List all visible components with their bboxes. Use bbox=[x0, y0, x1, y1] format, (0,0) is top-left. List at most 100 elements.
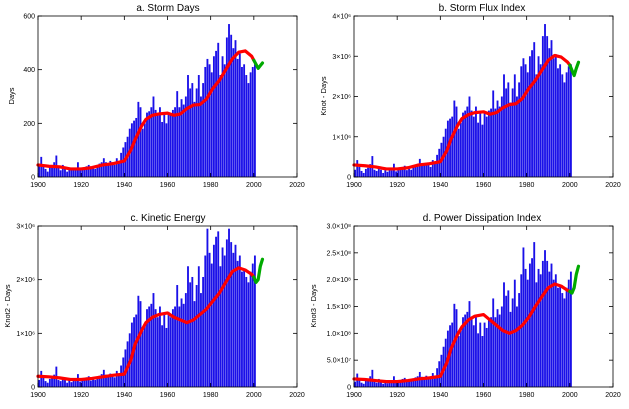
series-line-smoothed bbox=[36, 266, 256, 382]
bar bbox=[109, 160, 112, 177]
bar bbox=[212, 56, 215, 177]
bar bbox=[516, 96, 518, 177]
bar bbox=[468, 301, 471, 387]
bar bbox=[434, 375, 436, 387]
bar bbox=[154, 309, 157, 387]
bar bbox=[550, 263, 553, 387]
panel-title: b. Storm Flux Index bbox=[439, 3, 526, 14]
bar bbox=[96, 376, 99, 387]
bar bbox=[479, 112, 482, 177]
bar bbox=[539, 274, 542, 387]
bar bbox=[42, 377, 45, 387]
y-tick-label: 1.0×10⁸ bbox=[326, 331, 351, 338]
bar bbox=[496, 100, 499, 177]
y-tick-label: 600 bbox=[23, 14, 35, 21]
bar bbox=[526, 279, 529, 387]
bar bbox=[228, 24, 230, 177]
bar bbox=[397, 381, 400, 387]
bar bbox=[522, 58, 525, 178]
x-tick-label: 2000 bbox=[562, 392, 578, 399]
bar bbox=[68, 380, 71, 387]
bar bbox=[528, 263, 531, 387]
bar bbox=[561, 293, 564, 387]
bar bbox=[403, 165, 406, 177]
bar bbox=[451, 116, 454, 178]
y-axis-label: Knot - Days bbox=[319, 76, 328, 115]
bar bbox=[431, 160, 434, 177]
y-axis-label: Knot3 - Days bbox=[309, 284, 318, 328]
bar bbox=[251, 66, 254, 177]
bar bbox=[107, 163, 110, 177]
bar bbox=[204, 66, 207, 177]
x-tick-label: 1980 bbox=[203, 182, 219, 189]
bar bbox=[111, 375, 114, 387]
bars-group bbox=[354, 242, 572, 387]
bar bbox=[494, 108, 497, 177]
bar bbox=[364, 168, 367, 177]
x-tick-label: 1980 bbox=[519, 392, 535, 399]
bar bbox=[401, 378, 404, 387]
bar bbox=[466, 311, 469, 387]
bar bbox=[230, 242, 233, 387]
bar bbox=[221, 247, 224, 387]
bar bbox=[546, 260, 549, 387]
bar bbox=[418, 158, 421, 177]
x-tick-label: 1940 bbox=[117, 392, 133, 399]
bar bbox=[169, 317, 172, 387]
bar bbox=[193, 301, 196, 387]
bar bbox=[139, 107, 142, 177]
bar bbox=[371, 369, 374, 387]
bar bbox=[253, 255, 256, 387]
bar bbox=[249, 72, 252, 177]
bar bbox=[405, 170, 408, 177]
bar bbox=[423, 377, 426, 387]
bar bbox=[395, 171, 398, 177]
bar bbox=[462, 317, 464, 387]
x-tick-label: 1900 bbox=[30, 392, 46, 399]
bar bbox=[92, 378, 94, 387]
bar bbox=[171, 109, 174, 177]
bar bbox=[178, 107, 181, 177]
bar bbox=[518, 293, 521, 387]
bar bbox=[98, 375, 101, 387]
bar bbox=[470, 110, 473, 177]
bar bbox=[364, 380, 367, 387]
bar bbox=[156, 115, 159, 177]
bar bbox=[373, 381, 376, 387]
bar bbox=[159, 107, 161, 177]
bar bbox=[212, 244, 215, 387]
bar bbox=[565, 287, 568, 387]
bar bbox=[234, 244, 237, 387]
x-tick-label: 1940 bbox=[433, 392, 449, 399]
bar bbox=[148, 111, 151, 177]
bars-group bbox=[354, 24, 572, 178]
bar bbox=[472, 116, 475, 178]
bars-group bbox=[38, 228, 256, 387]
bar bbox=[40, 156, 43, 178]
y-tick-label: 400 bbox=[23, 67, 35, 74]
bar bbox=[94, 380, 97, 387]
bar bbox=[51, 164, 53, 177]
bar bbox=[559, 64, 562, 177]
bar bbox=[174, 107, 176, 177]
bar bbox=[107, 375, 110, 387]
bar bbox=[475, 314, 477, 387]
bar bbox=[219, 75, 222, 177]
bar bbox=[232, 48, 235, 178]
bar bbox=[105, 374, 107, 387]
bar bbox=[189, 88, 192, 177]
bar bbox=[152, 293, 155, 387]
bar bbox=[405, 381, 408, 387]
bar bbox=[118, 160, 120, 177]
x-tick-label: 1920 bbox=[389, 182, 405, 189]
bar bbox=[111, 162, 114, 177]
bar bbox=[380, 169, 382, 177]
bar bbox=[72, 378, 75, 387]
bar bbox=[384, 170, 387, 177]
bar bbox=[425, 375, 428, 387]
bar bbox=[533, 242, 536, 387]
bar bbox=[176, 91, 179, 177]
bar bbox=[513, 279, 516, 387]
bar bbox=[161, 325, 164, 387]
